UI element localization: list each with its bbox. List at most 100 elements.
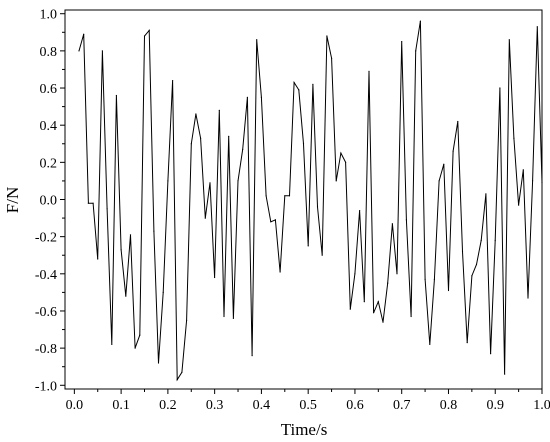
x-tick-label: 0.8 xyxy=(440,398,458,413)
data-point xyxy=(256,39,258,41)
x-tick-label: 0.6 xyxy=(346,398,364,413)
data-point xyxy=(499,87,501,89)
data-point xyxy=(186,319,188,321)
data-point xyxy=(172,80,174,82)
data-point xyxy=(125,295,127,297)
data-point xyxy=(83,33,85,35)
data-point xyxy=(368,70,370,72)
y-tick-label: 0.2 xyxy=(40,156,58,171)
data-point xyxy=(485,193,487,195)
data-point xyxy=(78,50,80,52)
data-point xyxy=(270,221,272,223)
series-line xyxy=(78,21,543,382)
y-tick-label: 0.4 xyxy=(40,119,58,134)
data-point xyxy=(274,219,276,221)
data-point xyxy=(401,41,403,43)
y-tick-label: -0.6 xyxy=(35,305,57,320)
data-point xyxy=(363,301,365,303)
y-tick-label: 0.0 xyxy=(40,194,58,209)
data-point xyxy=(396,273,398,275)
data-point xyxy=(471,275,473,277)
data-point xyxy=(101,50,103,52)
data-point xyxy=(373,312,375,314)
data-point xyxy=(157,362,160,364)
x-tick-label: 0.4 xyxy=(253,398,271,413)
data-point xyxy=(316,206,319,208)
data-point xyxy=(522,169,524,171)
data-point xyxy=(532,180,534,182)
data-point xyxy=(504,373,506,375)
data-point xyxy=(326,35,328,37)
y-tick-label: -1.0 xyxy=(35,379,57,394)
x-axis-ticks xyxy=(73,389,543,394)
data-point xyxy=(139,334,141,336)
data-point xyxy=(265,195,267,197)
data-point xyxy=(391,223,393,225)
data-point xyxy=(513,137,515,139)
x-tick-label: 0.1 xyxy=(112,398,130,413)
data-point xyxy=(162,291,164,293)
data-point xyxy=(494,239,496,241)
data-point xyxy=(433,278,435,280)
data-point xyxy=(490,353,492,355)
data-point xyxy=(246,96,248,98)
data-point xyxy=(218,109,220,111)
data-point xyxy=(120,249,122,251)
plot-frame xyxy=(64,9,543,390)
y-tick-label: 1.0 xyxy=(40,8,58,23)
y-axis-tick-labels: -1.0 -0.8 -0.6 -0.4 -0.2 0.0 0.2 0.4 0.6 0.8 1.0 xyxy=(35,8,57,395)
data-point xyxy=(475,263,478,266)
y-tick-label: 0.8 xyxy=(40,45,58,60)
data-point xyxy=(335,180,337,182)
x-tick-label: 0.5 xyxy=(299,398,317,413)
x-tick-label: 0.0 xyxy=(66,398,84,413)
data-point xyxy=(345,161,347,163)
data-point xyxy=(424,278,426,280)
data-point xyxy=(97,258,99,260)
data-point xyxy=(204,217,206,219)
data-point xyxy=(340,152,342,154)
data-point xyxy=(541,182,543,184)
data-point xyxy=(293,81,295,84)
data-point xyxy=(279,271,281,273)
x-tick-label: 0.7 xyxy=(393,398,411,413)
data-point xyxy=(153,230,155,232)
data-point xyxy=(480,239,482,241)
data-point xyxy=(260,96,262,98)
data-point xyxy=(466,342,468,344)
data-point xyxy=(129,234,132,236)
data-point xyxy=(321,254,323,256)
data-point xyxy=(143,35,146,37)
data-point xyxy=(410,315,412,318)
data-point xyxy=(228,135,230,137)
data-point xyxy=(349,308,351,310)
data-point xyxy=(134,347,136,349)
data-point xyxy=(251,355,253,357)
data-point xyxy=(508,39,510,41)
data-point xyxy=(209,182,211,184)
data-point xyxy=(452,150,454,152)
y-tick-label: -0.8 xyxy=(35,342,57,357)
data-point xyxy=(176,379,178,381)
data-point xyxy=(518,204,520,206)
x-tick-label: 0.2 xyxy=(159,398,177,413)
data-point xyxy=(377,301,379,303)
data-point xyxy=(429,343,431,345)
data-point xyxy=(443,163,445,165)
data-point xyxy=(181,371,183,373)
data-point xyxy=(115,94,117,97)
data-point xyxy=(536,26,538,28)
data-point xyxy=(307,245,309,247)
data-point xyxy=(288,195,291,197)
y-axis-ticks xyxy=(60,13,65,386)
data-point xyxy=(148,29,150,31)
data-point xyxy=(438,180,440,182)
data-point xyxy=(167,180,169,182)
x-tick-label: 1.0 xyxy=(533,398,550,413)
data-point xyxy=(405,219,407,221)
y-axis-title: F/N xyxy=(3,187,22,213)
data-point xyxy=(284,195,286,197)
x-tick-label: 0.9 xyxy=(486,398,504,413)
y-tick-label: 0.6 xyxy=(40,82,58,97)
data-point xyxy=(359,210,361,212)
